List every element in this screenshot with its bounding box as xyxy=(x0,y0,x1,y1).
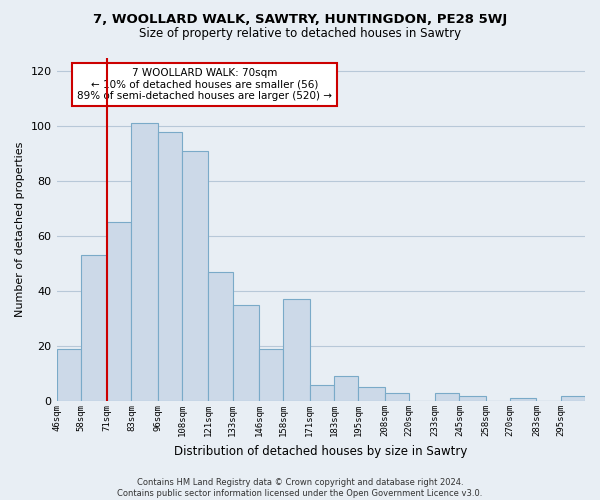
Bar xyxy=(310,384,334,401)
X-axis label: Distribution of detached houses by size in Sawtry: Distribution of detached houses by size … xyxy=(174,444,467,458)
Bar xyxy=(435,393,460,401)
Bar xyxy=(460,396,486,401)
Bar xyxy=(233,305,259,401)
Y-axis label: Number of detached properties: Number of detached properties xyxy=(15,142,25,317)
Text: 7, WOOLLARD WALK, SAWTRY, HUNTINGDON, PE28 5WJ: 7, WOOLLARD WALK, SAWTRY, HUNTINGDON, PE… xyxy=(93,12,507,26)
Bar xyxy=(385,393,409,401)
Bar xyxy=(56,349,81,401)
Bar xyxy=(208,272,233,401)
Text: Size of property relative to detached houses in Sawtry: Size of property relative to detached ho… xyxy=(139,28,461,40)
Text: Contains HM Land Registry data © Crown copyright and database right 2024.
Contai: Contains HM Land Registry data © Crown c… xyxy=(118,478,482,498)
Bar xyxy=(158,132,182,401)
Bar xyxy=(510,398,536,401)
Bar xyxy=(334,376,358,401)
Bar xyxy=(131,124,158,401)
Text: 7 WOOLLARD WALK: 70sqm
← 10% of detached houses are smaller (56)
89% of semi-det: 7 WOOLLARD WALK: 70sqm ← 10% of detached… xyxy=(77,68,332,101)
Bar xyxy=(358,388,385,401)
Bar xyxy=(182,151,208,401)
Bar xyxy=(561,396,585,401)
Bar xyxy=(107,222,131,401)
Bar xyxy=(259,349,283,401)
Bar xyxy=(81,256,107,401)
Bar xyxy=(283,300,310,401)
